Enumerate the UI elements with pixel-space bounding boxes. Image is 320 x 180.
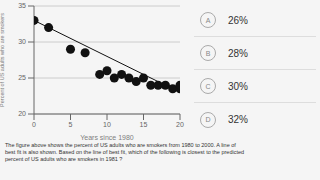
html-text:C: C [205, 82, 211, 90]
svg-text:10: 10 [103, 121, 111, 128]
html-text:A: A [205, 16, 211, 24]
svg-text:35: 35 [18, 2, 26, 9]
html-text:28%: 28% [228, 47, 248, 59]
svg-text:20: 20 [176, 121, 184, 128]
html-text:32%: 32% [228, 114, 248, 125]
html-text:26%: 26% [228, 14, 248, 26]
html-text:The figure above shows the per: The figure above shows the percent of US… [5, 142, 236, 148]
svg-text:5: 5 [69, 121, 73, 128]
svg-text:20: 20 [18, 110, 26, 117]
html-text:B: B [205, 49, 211, 57]
html-text:percent of US adults who are s: percent of US adults who are smokers in … [5, 156, 123, 162]
svg-text:0: 0 [32, 121, 36, 128]
svg-text:Years since 1980: Years since 1980 [80, 134, 134, 140]
svg-text:30: 30 [18, 38, 26, 45]
svg-text:25: 25 [18, 74, 26, 81]
html-text:D: D [205, 116, 211, 123]
svg-text:15: 15 [140, 121, 148, 128]
html-text:best fit is also shown. Based: best fit is also shown. Based on the lin… [5, 149, 245, 155]
html-text:30%: 30% [228, 80, 248, 92]
